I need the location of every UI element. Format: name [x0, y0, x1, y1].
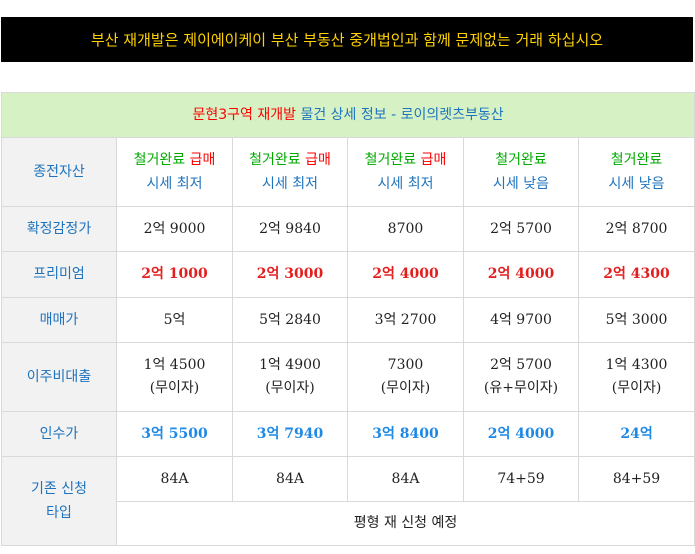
- type-cell: 84A: [116, 456, 233, 502]
- title-area: 문현3구역 재개발: [192, 106, 296, 123]
- type-cell: 84A: [347, 456, 464, 502]
- price-cell: 4억 9700: [463, 297, 579, 343]
- type-note-row: 평형 재 신청 예정: [2, 501, 695, 546]
- appraisal-cell: 8700: [347, 206, 464, 252]
- row-label-price: 매매가: [1, 297, 117, 343]
- premium-row: 프리미엄 2억 1000 2억 3000 2억 4000 2억 4000 2억 …: [1, 251, 695, 298]
- takeover-cell: 3억 8400: [347, 411, 464, 457]
- appraisal-cell: 2억 5700: [463, 206, 579, 252]
- loan-cell: 1억 4500 (무이자): [116, 342, 233, 412]
- row-label-loan: 이주비대출: [1, 342, 117, 412]
- premium-cell: 2억 4300: [577, 251, 695, 298]
- type-note: 평형 재 신청 예정: [115, 501, 695, 546]
- price-row: 매매가 5억 5억 2840 3억 2700 4억 9700 5억 3000: [1, 297, 695, 343]
- takeover-cell: 2억 4000: [463, 411, 579, 457]
- appraisal-cell: 2억 8700: [577, 206, 695, 252]
- takeover-row: 인수가 3억 5500 3억 7940 3억 8400 2억 4000 24억: [1, 411, 695, 457]
- row-label-status: 종전자산: [1, 137, 117, 207]
- appraisal-row: 확정감정가 2억 9000 2억 9840 8700 2억 5700 2억 87…: [1, 206, 695, 252]
- type-row: 기존 신청 타입 84A 84A 84A 74+59 84+59: [1, 456, 695, 546]
- appraisal-cell: 2억 9000: [116, 206, 233, 252]
- table-title: 문현3구역 재개발 물건 상세 정보 - 로이의렛츠부동산: [0, 92, 695, 138]
- appraisal-cell: 2억 9840: [232, 206, 348, 252]
- loan-cell: 7300 (무이자): [347, 342, 464, 412]
- takeover-cell: 3억 5500: [116, 411, 233, 457]
- title-detail: 물건 상세 정보 - 로이의렛츠부동산: [300, 106, 504, 123]
- price-cell: 3억 2700: [347, 297, 464, 343]
- status-cell: 철거완료 급매 시세 최저: [232, 137, 348, 207]
- type-cell: 74+59: [463, 456, 579, 502]
- loan-cell: 1억 4900 (무이자): [232, 342, 348, 412]
- price-cell: 5억 2840: [232, 297, 348, 343]
- takeover-cell: 24억: [577, 411, 695, 457]
- premium-cell: 2억 1000: [116, 251, 233, 298]
- status-row: 종전자산 철거완료 급매 시세 최저 철거완료 급매 시세 최저 철거완료 급매 시세…: [1, 137, 695, 207]
- row-label-premium: 프리미엄: [1, 251, 117, 298]
- row-label-type: 기존 신청 타입: [1, 456, 117, 546]
- status-cell: 철거완료 급매 시세 최저: [347, 137, 464, 207]
- title-row: 문현3구역 재개발 물건 상세 정보 - 로이의렛츠부동산: [0, 92, 695, 138]
- premium-cell: 2억 4000: [463, 251, 579, 298]
- premium-cell: 2억 4000: [347, 251, 464, 298]
- price-cell: 5억 3000: [577, 297, 695, 343]
- loan-row: 이주비대출 1억 4500 (무이자) 1억 4900 (무이자) 7300 (무이자…: [1, 342, 695, 412]
- loan-cell: 2억 5700 (유+무이자): [463, 342, 579, 412]
- status-cell: 철거완료 시세 낮음: [463, 137, 579, 207]
- type-cell: 84A: [232, 456, 348, 502]
- property-detail-table: 문현3구역 재개발 물건 상세 정보 - 로이의렛츠부동산 종전자산 철거완료 …: [0, 92, 695, 546]
- type-cell: 84+59: [577, 456, 695, 502]
- row-label-takeover: 인수가: [1, 411, 117, 457]
- row-label-appraisal: 확정감정가: [1, 206, 117, 252]
- takeover-cell: 3억 7940: [232, 411, 348, 457]
- promo-banner: 부산 재개발은 제이에이케이 부산 부동산 중개법인과 함께 문제없는 거래 하…: [1, 17, 693, 62]
- premium-cell: 2억 3000: [232, 251, 348, 298]
- loan-cell: 1억 4300 (무이자): [577, 342, 695, 412]
- status-cell: 철거완료 시세 낮음: [577, 137, 695, 207]
- status-cell: 철거완료 급매 시세 최저: [116, 137, 233, 207]
- price-cell: 5억: [116, 297, 233, 343]
